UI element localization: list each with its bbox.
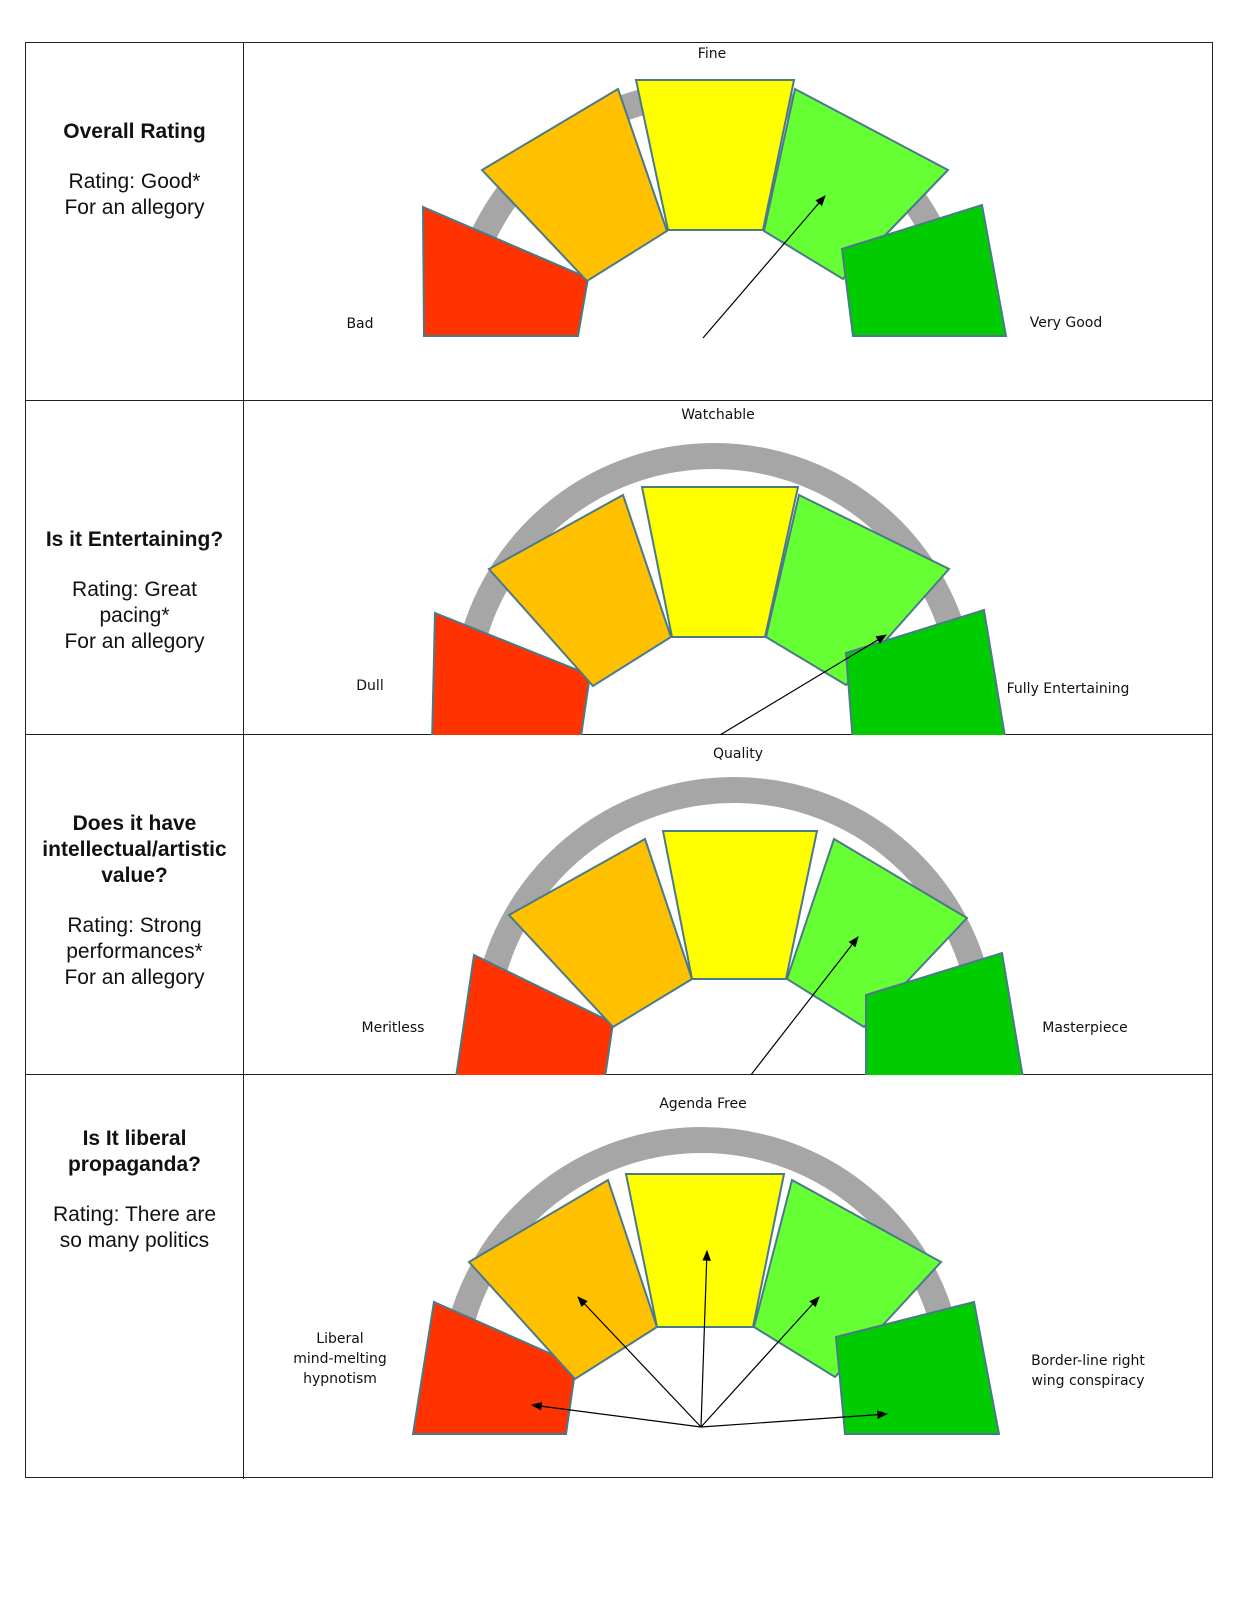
gauge-segments bbox=[431, 486, 1006, 735]
rating-text: Rating: Strong performances* For an alle… bbox=[64, 914, 205, 989]
gauge-segments bbox=[411, 1173, 1001, 1435]
gauge-needles bbox=[750, 936, 859, 1075]
segment-yellow bbox=[634, 79, 796, 231]
gauge-segments bbox=[421, 79, 1008, 337]
gauge-overall: Fine Bad Very Good bbox=[346, 46, 1102, 339]
segment-red bbox=[411, 1300, 578, 1435]
right-label: Fully Entertaining bbox=[1007, 681, 1130, 697]
left-label: Bad bbox=[346, 316, 373, 332]
needle-arrow bbox=[718, 634, 887, 735]
segment-light-green bbox=[785, 837, 969, 1029]
gauge-needles bbox=[718, 634, 887, 735]
gauge-cell: Agenda Free Liberal mind-melting hypnotism… bbox=[244, 1075, 1212, 1479]
segment-red bbox=[421, 205, 590, 337]
gauge-artistic-value: Quality Meritless Masterpiece bbox=[362, 746, 1128, 1075]
question-title: Is It liberal propaganda? bbox=[67, 1127, 201, 1176]
question-title: Does it have intellectual/artistic value… bbox=[42, 812, 227, 887]
table-row-overall: Overall Rating Rating: Good* For an alle… bbox=[26, 43, 1212, 401]
segment-light-green bbox=[752, 1178, 943, 1379]
question-cell: Does it have intellectual/artistic value… bbox=[26, 735, 244, 1074]
needle-arrow bbox=[700, 1296, 820, 1428]
gauge-cell: Fine Bad Very Good bbox=[244, 43, 1212, 400]
left-label: Dull bbox=[356, 678, 383, 694]
right-label: Very Good bbox=[1030, 315, 1102, 331]
right-label: Border-line right wing conspiracy bbox=[1031, 1353, 1145, 1389]
segment-light-green bbox=[762, 87, 950, 281]
gauge-propaganda: Agenda Free Liberal mind-melting hypnotism… bbox=[293, 1096, 1145, 1435]
segment-dark-green bbox=[865, 951, 1024, 1075]
question-cell: Is It liberal propaganda? Rating: There … bbox=[26, 1075, 244, 1479]
needle-arrow bbox=[700, 1410, 889, 1428]
gauge-cell: Watchable Dull Fully Entertaining bbox=[244, 401, 1212, 735]
rating-text: Rating: Great pacing* For an allegory bbox=[64, 578, 205, 653]
gauge-track bbox=[479, 777, 989, 982]
top-label: Agenda Free bbox=[659, 1096, 747, 1112]
question-cell: Overall Rating Rating: Good* For an alle… bbox=[26, 43, 244, 400]
segment-dark-green bbox=[834, 1300, 1001, 1435]
left-label: Meritless bbox=[362, 1020, 425, 1036]
question-title: Is it Entertaining? bbox=[45, 528, 224, 551]
rating-table: Overall Rating Rating: Good* For an alle… bbox=[25, 42, 1213, 1479]
top-label: Quality bbox=[713, 746, 763, 762]
table-row-propaganda: Is It liberal propaganda? Rating: There … bbox=[26, 1075, 1212, 1479]
gauge-entertaining: Watchable Dull Fully Entertaining bbox=[356, 407, 1130, 735]
question-block: Is it Entertaining? Rating: Great pacing… bbox=[32, 527, 237, 655]
gauge-track-arc bbox=[479, 777, 989, 982]
question-block: Does it have intellectual/artistic value… bbox=[32, 811, 237, 991]
gauge-needles bbox=[702, 195, 826, 339]
top-label: Watchable bbox=[681, 407, 755, 423]
top-label: Fine bbox=[698, 46, 726, 62]
question-block: Overall Rating Rating: Good* For an alle… bbox=[32, 119, 237, 221]
segment-red bbox=[431, 611, 592, 735]
table-row-artistic-value: Does it have intellectual/artistic value… bbox=[26, 735, 1212, 1075]
segment-orange bbox=[480, 87, 669, 283]
rating-text: Rating: Good* For an allegory bbox=[64, 170, 205, 219]
needle-arrow bbox=[530, 1401, 702, 1428]
gauge-track-arc bbox=[447, 1127, 957, 1332]
segment-red bbox=[455, 953, 615, 1075]
needle-arrow bbox=[702, 195, 826, 339]
question-cell: Is it Entertaining? Rating: Great pacing… bbox=[26, 401, 244, 734]
table-row-entertaining: Is it Entertaining? Rating: Great pacing… bbox=[26, 401, 1212, 735]
gauge-cell: Quality Meritless Masterpiece bbox=[244, 735, 1212, 1075]
gauge-needles bbox=[530, 1249, 889, 1428]
left-label: Liberal mind-melting hypnotism bbox=[293, 1331, 387, 1387]
question-title: Overall Rating bbox=[63, 120, 206, 143]
gauge-segments bbox=[455, 830, 1024, 1075]
segment-dark-green bbox=[840, 203, 1008, 337]
needle-arrow bbox=[700, 1249, 711, 1428]
gauge-track bbox=[447, 1127, 957, 1332]
question-block: Is It liberal propaganda? Rating: There … bbox=[32, 1126, 237, 1254]
rating-text: Rating: There are so many politics bbox=[52, 1203, 217, 1252]
needle-arrow bbox=[750, 936, 859, 1075]
right-label: Masterpiece bbox=[1042, 1020, 1128, 1036]
segment-light-green bbox=[764, 493, 951, 687]
needle-arrow bbox=[577, 1296, 702, 1428]
